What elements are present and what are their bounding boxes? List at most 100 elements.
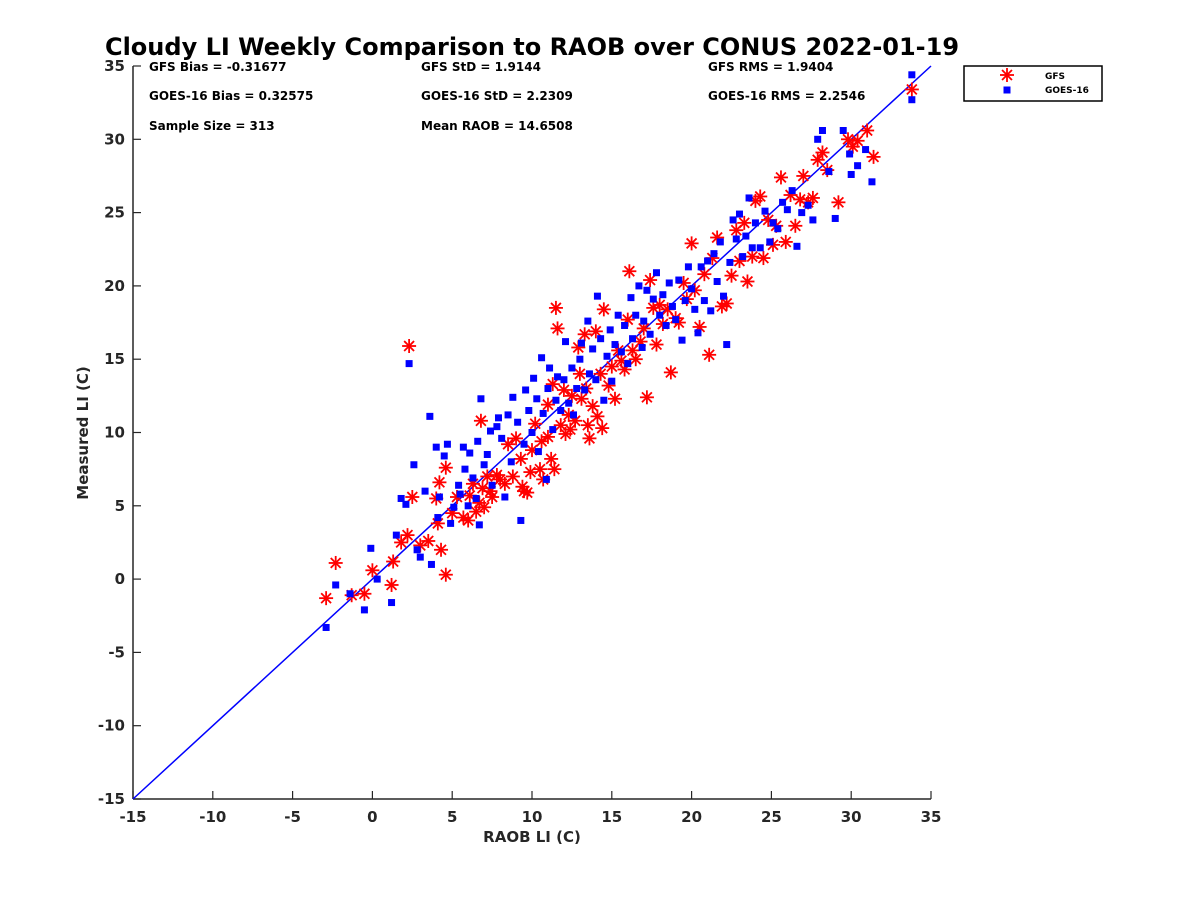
goes16-point: [517, 516, 525, 524]
goes16-point: [542, 475, 550, 483]
goes16-point: [464, 502, 472, 510]
gfs-point: [590, 409, 605, 424]
gfs-point: [643, 273, 658, 288]
goes16-point: [742, 232, 750, 240]
legend-goes-marker: [1003, 86, 1011, 94]
chart-title: Cloudy LI Weekly Comparison to RAOB over…: [105, 33, 959, 61]
goes16-point: [487, 427, 495, 435]
goes16-point: [691, 305, 699, 313]
gfs-point: [480, 469, 495, 484]
goes16-point: [862, 146, 870, 154]
legend-box: [963, 65, 1103, 102]
goes16-point: [443, 440, 451, 448]
gfs-point: [461, 513, 476, 528]
goes16-point: [469, 474, 477, 482]
gfs-point: [737, 215, 752, 230]
goes16-point: [662, 321, 670, 329]
legend-goes-square: [1003, 86, 1011, 94]
gfs-point: [585, 399, 600, 414]
goes16-point: [483, 450, 491, 458]
goes16-point: [405, 360, 413, 368]
goes16-point: [600, 396, 608, 404]
y-tick-label: -5: [108, 643, 125, 661]
goes16-point: [774, 225, 782, 233]
gfs-point: [505, 469, 520, 484]
gfs-point: [788, 218, 803, 233]
goes16-point: [427, 560, 435, 568]
goes16-point: [745, 194, 753, 202]
goes16-point: [597, 335, 605, 343]
goes16-point: [739, 253, 747, 261]
plot-marks: [132, 65, 932, 800]
goes16-point: [735, 210, 743, 218]
goes16-point: [544, 385, 552, 393]
legend: GFS GOES-16: [963, 65, 1103, 102]
gfs-point: [793, 192, 808, 207]
goes16-point: [694, 329, 702, 337]
gfs-point: [740, 274, 755, 289]
x-tick-label: 5: [447, 808, 457, 826]
goes16-point: [560, 376, 568, 384]
gfs-point: [607, 391, 622, 406]
gfs-point: [628, 352, 643, 367]
goes16-point: [493, 423, 501, 431]
stat-gfs-std: GFS StD = 1.9144: [421, 60, 541, 74]
stat-gfs-bias: GFS Bias = -0.31677: [149, 60, 286, 74]
goes16-point: [629, 335, 637, 343]
goes16-point: [585, 370, 593, 378]
goes16-point: [798, 209, 806, 217]
goes16-point: [627, 294, 635, 302]
goes16-point: [477, 395, 485, 403]
goes16-point: [672, 316, 680, 324]
goes16-point: [472, 494, 480, 502]
stat-goes-std: GOES-16 StD = 2.2309: [421, 89, 573, 103]
goes16-point: [617, 348, 625, 356]
gfs-point: [438, 567, 453, 582]
x-tick-label: 30: [841, 808, 862, 826]
y-tick-label: 20: [104, 277, 125, 295]
gfs-point: [580, 418, 595, 433]
gfs-point: [384, 577, 399, 592]
goes16-point: [498, 434, 506, 442]
axes: -15 -10 -5 0 5 10 15 20 25 30 35 -15 -10 -5 0 5 10 15 20 25…: [98, 57, 942, 826]
goes16-point: [700, 297, 708, 305]
goes16-point: [726, 258, 734, 266]
goes16-point: [410, 461, 418, 469]
goes16-point: [388, 599, 396, 607]
goes16-point: [646, 330, 654, 338]
goes16-point: [783, 206, 791, 214]
gfs-point: [684, 236, 699, 251]
goes16-point: [565, 399, 573, 407]
gfs-point: [582, 431, 597, 446]
gfs-point: [432, 475, 447, 490]
goes16-point: [707, 307, 715, 315]
goes16-point: [562, 338, 570, 346]
goes16-point: [456, 490, 464, 498]
goes16-point: [520, 440, 528, 448]
gfs-point: [365, 563, 380, 578]
gfs-point: [904, 82, 919, 97]
goes16-point: [322, 623, 330, 631]
goes16-point: [710, 250, 718, 258]
goes16-point: [435, 493, 443, 501]
gfs-point: [402, 339, 417, 354]
goes16-point: [554, 373, 562, 381]
x-tick-label: 10: [522, 808, 543, 826]
goes16-point: [624, 360, 632, 368]
goes16-point: [432, 443, 440, 451]
goes16-point: [908, 71, 916, 79]
goes16-point: [552, 396, 560, 404]
goes16-point: [704, 257, 712, 265]
goes16-point: [501, 493, 509, 501]
gfs-point: [773, 170, 788, 185]
goes16-point: [581, 386, 589, 394]
goes16-point: [494, 414, 502, 422]
gfs-point: [553, 418, 568, 433]
legend-gfs-asterisk: [1000, 68, 1014, 82]
goes16-point: [568, 364, 576, 372]
gfs-point: [528, 416, 543, 431]
goes16-point: [525, 407, 533, 415]
y-tick-label: 30: [104, 130, 125, 148]
y-tick-label: 10: [104, 424, 125, 442]
gfs-point: [622, 264, 637, 279]
